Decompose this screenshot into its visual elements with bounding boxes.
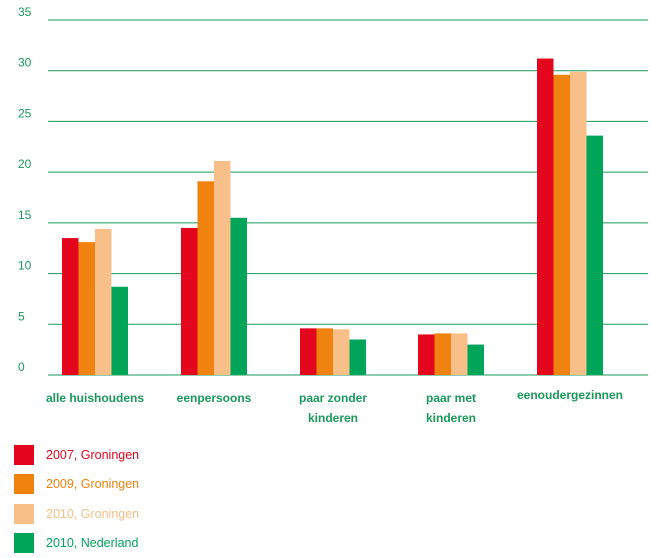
y-tick-label: 0: [18, 360, 25, 374]
bars: [62, 59, 603, 375]
x-category-label: eenoudergezinnen: [517, 388, 623, 402]
bar: [451, 333, 468, 375]
legend-label: 2009, Groningen: [46, 477, 139, 491]
y-tick-label: 5: [18, 309, 25, 323]
y-tick-label: 35: [18, 5, 32, 19]
legend-item-2010-nederland: 2010, Nederland: [14, 529, 139, 558]
legend: 2007, Groningen 2009, Groningen 2010, Gr…: [14, 440, 139, 558]
legend-item-2007-groningen: 2007, Groningen: [14, 440, 139, 470]
bar: [333, 329, 350, 375]
x-category-label: alle huishoudens: [46, 391, 144, 405]
bar: [587, 136, 604, 375]
legend-item-2009-groningen: 2009, Groningen: [14, 470, 139, 500]
legend-label: 2007, Groningen: [46, 448, 139, 462]
legend-item-2010-groningen: 2010, Groningen: [14, 499, 139, 529]
bar: [112, 287, 129, 375]
bar-chart: 0 5 10 15 20 25 30 35 alle huishoudens eenpersoo…: [0, 0, 651, 440]
y-tick-label: 30: [18, 56, 32, 70]
bar: [79, 242, 96, 375]
legend-swatch: [14, 533, 34, 553]
bar: [350, 340, 367, 376]
x-category-label: eenpersoons: [177, 391, 252, 405]
legend-swatch: [14, 445, 34, 465]
y-tick-label: 10: [18, 259, 32, 273]
y-tick-label: 25: [18, 106, 32, 120]
bar: [435, 333, 452, 375]
y-axis-ticks: 0 5 10 15 20 25 30 35: [18, 5, 32, 374]
bar: [300, 328, 317, 375]
bar: [570, 72, 587, 375]
bar: [95, 229, 112, 375]
bar: [198, 181, 215, 375]
bar: [468, 345, 485, 375]
bar: [62, 238, 79, 375]
legend-swatch: [14, 474, 34, 494]
bar: [181, 228, 198, 375]
legend-label: 2010, Groningen: [46, 507, 139, 521]
legend-label: 2010, Nederland: [46, 536, 138, 550]
bar: [231, 218, 248, 375]
legend-swatch: [14, 504, 34, 524]
bar: [418, 334, 435, 375]
bar: [537, 59, 554, 375]
y-tick-label: 15: [18, 208, 32, 222]
y-tick-label: 20: [18, 157, 32, 171]
bar: [214, 161, 231, 375]
bar: [554, 75, 571, 375]
bar: [317, 328, 334, 375]
